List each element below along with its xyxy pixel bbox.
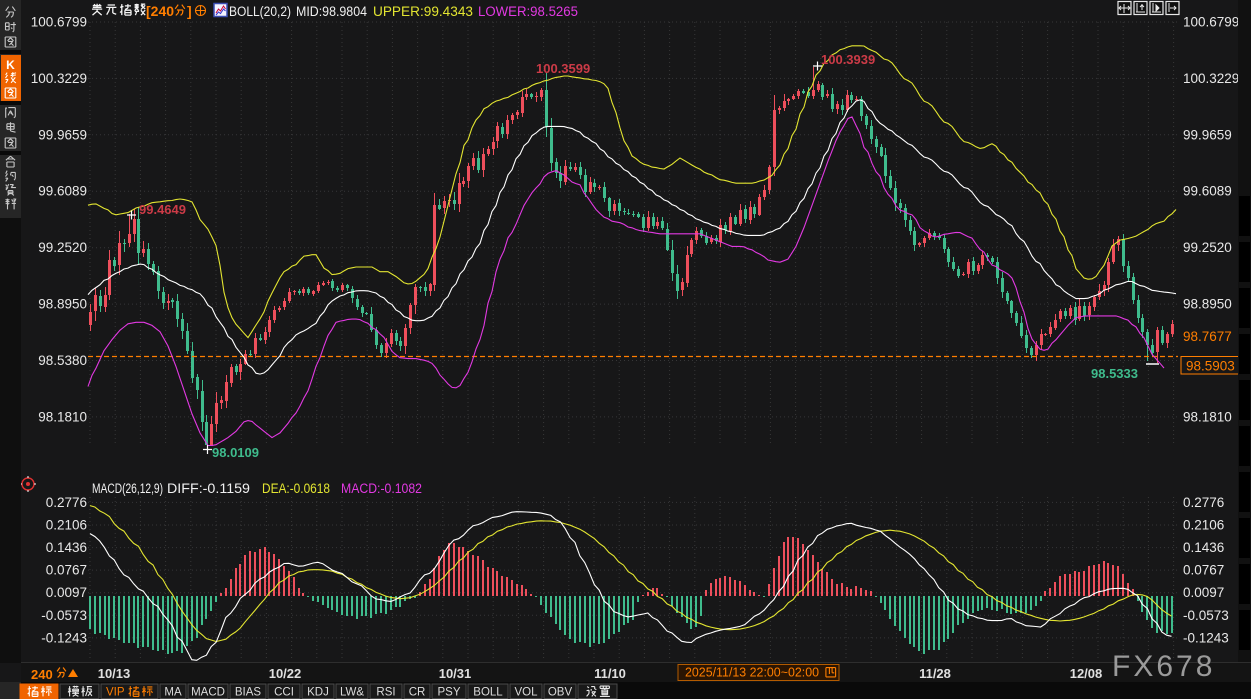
svg-text:100.3599: 100.3599 <box>536 61 590 76</box>
svg-text:-0.0573: -0.0573 <box>41 608 87 623</box>
svg-text:-0.1243: -0.1243 <box>41 630 87 645</box>
svg-text:98.8950: 98.8950 <box>38 297 87 312</box>
svg-text:-0.1243: -0.1243 <box>1183 630 1229 645</box>
svg-text:UPPER:99.4343: UPPER:99.4343 <box>373 4 473 19</box>
svg-text:100.3229: 100.3229 <box>1183 71 1239 86</box>
svg-text:LW&: LW& <box>340 687 364 699</box>
svg-text:DEA:-0.0618: DEA:-0.0618 <box>262 481 330 496</box>
svg-text:100.3939: 100.3939 <box>821 52 875 67</box>
svg-text:0.2106: 0.2106 <box>1183 518 1224 533</box>
svg-text:0.1436: 0.1436 <box>1183 540 1224 555</box>
svg-text:VOL: VOL <box>514 687 538 699</box>
svg-text:LOWER:98.5265: LOWER:98.5265 <box>478 4 578 19</box>
svg-text:10/13: 10/13 <box>98 666 131 681</box>
svg-text:98.5333: 98.5333 <box>1091 366 1138 381</box>
svg-text:99.9659: 99.9659 <box>1183 127 1232 142</box>
svg-text:BOLL(20,2): BOLL(20,2) <box>229 4 291 19</box>
svg-text:BOLL: BOLL <box>473 687 503 699</box>
svg-text:12/08: 12/08 <box>1070 666 1103 681</box>
svg-text:98.5380: 98.5380 <box>38 353 87 368</box>
svg-text:RSI: RSI <box>376 687 395 699</box>
svg-text:FX678: FX678 <box>1112 650 1215 683</box>
svg-text:0.0767: 0.0767 <box>1183 563 1224 578</box>
svg-text:99.2520: 99.2520 <box>38 240 87 255</box>
svg-text:98.0109: 98.0109 <box>212 445 259 460</box>
svg-text:MACD:-0.1082: MACD:-0.1082 <box>341 481 422 496</box>
svg-text:DIFF:-0.1159: DIFF:-0.1159 <box>167 481 250 496</box>
svg-text:0.1436: 0.1436 <box>46 540 87 555</box>
svg-text:10/31: 10/31 <box>439 666 472 681</box>
svg-text:0.0097: 0.0097 <box>1183 585 1224 600</box>
svg-text:99.6089: 99.6089 <box>38 184 87 199</box>
svg-text:100.3229: 100.3229 <box>31 71 87 86</box>
svg-text:98.1810: 98.1810 <box>38 409 87 424</box>
svg-text:MID:98.9804: MID:98.9804 <box>296 4 367 19</box>
svg-text:KDJ: KDJ <box>307 687 329 699</box>
svg-text:100.6799: 100.6799 <box>31 15 87 30</box>
svg-text:BIAS: BIAS <box>235 687 262 699</box>
svg-text:0.0097: 0.0097 <box>46 585 87 600</box>
svg-text:99.9659: 99.9659 <box>38 127 87 142</box>
svg-text:98.8950: 98.8950 <box>1183 297 1232 312</box>
svg-text:98.7677: 98.7677 <box>1183 329 1232 344</box>
svg-text:CR: CR <box>409 687 426 699</box>
svg-text:[240: [240 <box>146 3 174 19</box>
svg-text:0.2776: 0.2776 <box>46 495 87 510</box>
svg-text:CCI: CCI <box>274 687 294 699</box>
svg-text:11/28: 11/28 <box>919 666 951 681</box>
svg-text:0.2106: 0.2106 <box>46 518 87 533</box>
svg-text:99.6089: 99.6089 <box>1183 184 1232 199</box>
svg-text:240: 240 <box>31 667 53 682</box>
svg-text:-0.0573: -0.0573 <box>1183 608 1229 623</box>
svg-text:2025/11/13 22:00~02:00: 2025/11/13 22:00~02:00 <box>685 666 819 680</box>
svg-text:OBV: OBV <box>548 687 573 699</box>
svg-text:11/10: 11/10 <box>594 666 626 681</box>
svg-text:VIP: VIP <box>106 687 125 699</box>
svg-text:K: K <box>6 58 15 72</box>
svg-text:0.0767: 0.0767 <box>46 563 87 578</box>
svg-text:MA: MA <box>164 687 182 699</box>
svg-text:PSY: PSY <box>437 687 460 699</box>
svg-text:98.5903: 98.5903 <box>1186 359 1235 374</box>
svg-text:10/22: 10/22 <box>269 666 302 681</box>
svg-text:MACD: MACD <box>191 687 225 699</box>
svg-text:0.2776: 0.2776 <box>1183 495 1224 510</box>
svg-text:100.6799: 100.6799 <box>1183 15 1239 30</box>
svg-text:]: ] <box>187 3 192 19</box>
svg-text:MACD(26,12,9): MACD(26,12,9) <box>92 481 163 496</box>
svg-text:98.1810: 98.1810 <box>1183 409 1232 424</box>
svg-text:99.2520: 99.2520 <box>1183 240 1232 255</box>
svg-text:99.4649: 99.4649 <box>139 202 186 217</box>
